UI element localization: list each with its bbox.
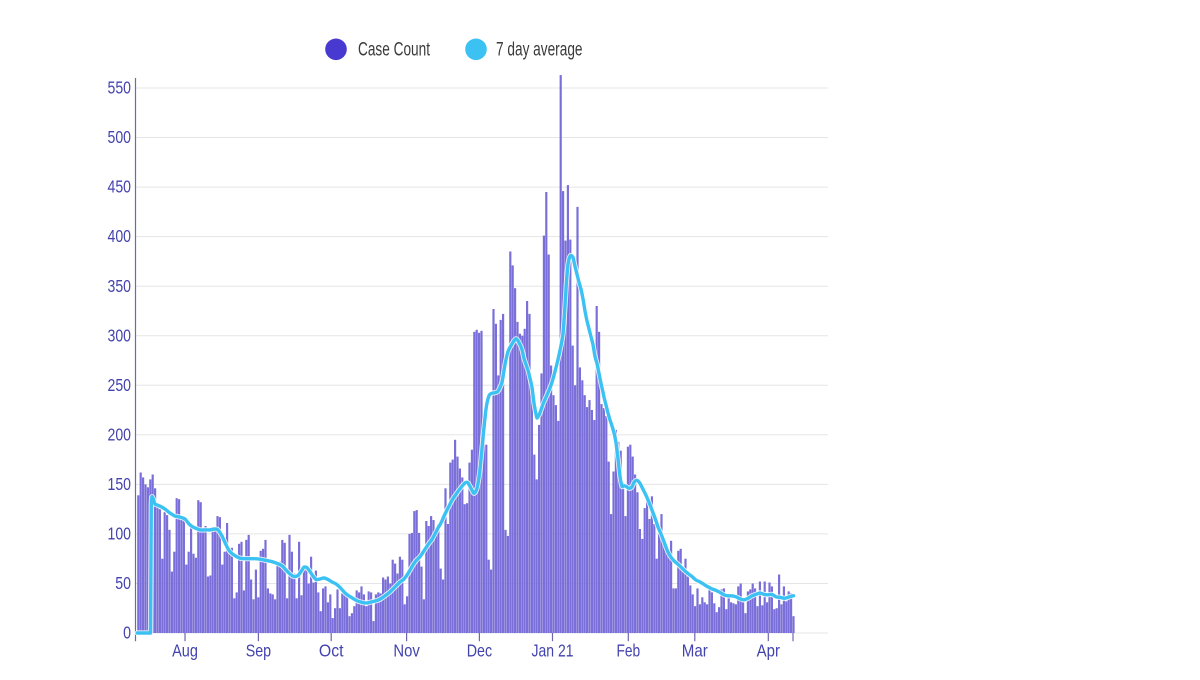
svg-text:Dec: Dec [467, 640, 493, 660]
svg-text:350: 350 [108, 276, 132, 296]
svg-text:500: 500 [108, 127, 132, 147]
svg-text:0: 0 [123, 623, 131, 643]
svg-text:50: 50 [115, 573, 131, 593]
svg-text:Aug: Aug [172, 640, 198, 660]
svg-text:200: 200 [108, 424, 132, 444]
svg-text:Case Count: Case Count [358, 39, 431, 60]
svg-text:Apr: Apr [757, 640, 780, 660]
svg-text:300: 300 [108, 325, 132, 345]
svg-text:Sep: Sep [246, 640, 271, 660]
svg-text:Oct: Oct [319, 640, 344, 660]
svg-text:100: 100 [108, 524, 132, 544]
svg-text:450: 450 [108, 177, 132, 197]
svg-text:550: 550 [108, 78, 132, 98]
svg-text:Feb: Feb [616, 640, 640, 660]
svg-text:7 day average: 7 day average [496, 39, 583, 60]
svg-text:150: 150 [108, 474, 132, 494]
svg-text:250: 250 [108, 375, 132, 395]
svg-text:Nov: Nov [393, 640, 420, 660]
svg-text:Jan 21: Jan 21 [532, 640, 574, 660]
svg-text:400: 400 [108, 226, 132, 246]
svg-text:Mar: Mar [682, 640, 708, 660]
